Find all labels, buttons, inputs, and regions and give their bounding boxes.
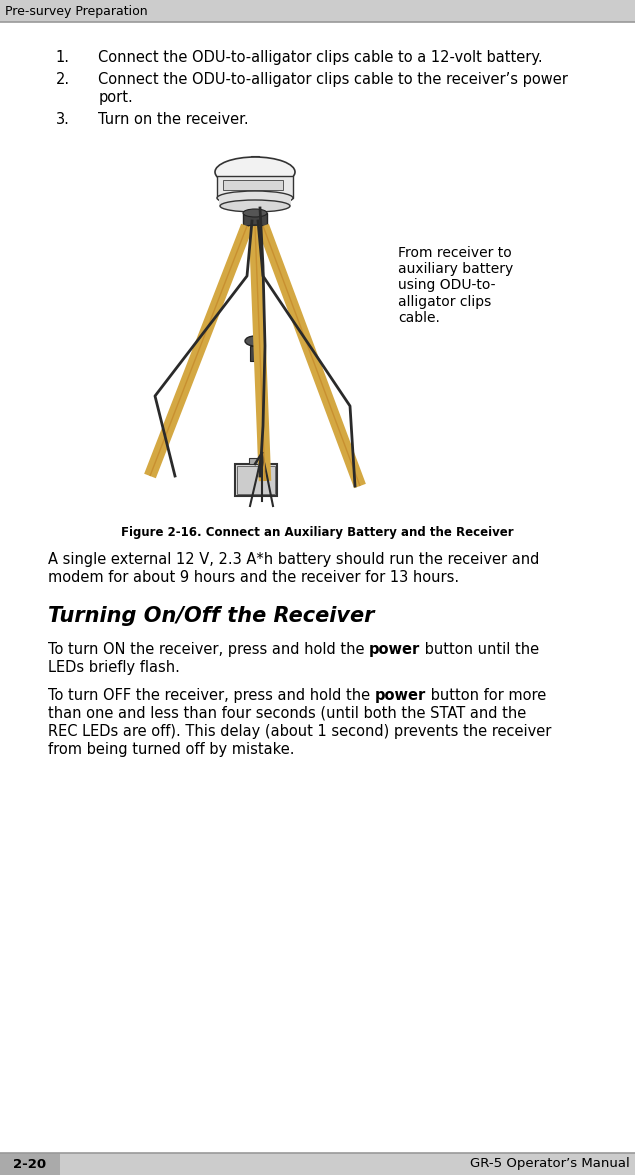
Text: To turn OFF the receiver, press and hold the: To turn OFF the receiver, press and hold… (48, 689, 375, 703)
Text: than one and less than four seconds (until both the STAT and the: than one and less than four seconds (unt… (48, 706, 526, 721)
Bar (237, 466, 275, 494)
Text: Figure 2-16. Connect an Auxiliary Battery and the Receiver: Figure 2-16. Connect an Auxiliary Batter… (121, 526, 514, 539)
Ellipse shape (243, 224, 267, 233)
Text: To turn ON the receiver, press and hold the: To turn ON the receiver, press and hold … (48, 642, 369, 657)
Ellipse shape (243, 209, 267, 217)
Text: Connect the ODU-to-alligator clips cable to a 12-volt battery.: Connect the ODU-to-alligator clips cable… (98, 51, 543, 65)
Text: From receiver to
auxiliary battery
using ODU-to-
alligator clips
cable.: From receiver to auxiliary battery using… (398, 246, 513, 324)
Bar (219, 199, 291, 206)
Text: Connect the ODU-to-alligator clips cable to the receiver’s power: Connect the ODU-to-alligator clips cable… (98, 72, 568, 87)
Ellipse shape (215, 157, 295, 187)
Text: power: power (369, 642, 420, 657)
Bar (0, 1153, 635, 1175)
Ellipse shape (210, 308, 216, 320)
Text: power: power (375, 689, 425, 703)
Bar (258, 441, 266, 454)
Ellipse shape (245, 336, 265, 345)
Bar (223, 180, 283, 190)
Text: from being turned off by mistake.: from being turned off by mistake. (48, 741, 294, 757)
Text: Pre-survey Preparation: Pre-survey Preparation (5, 5, 147, 18)
Bar (217, 176, 293, 199)
Ellipse shape (294, 311, 300, 323)
Bar (0, 0, 635, 22)
Text: Turning On/Off the Receiver: Turning On/Off the Receiver (48, 606, 374, 626)
Bar (250, 345, 260, 361)
Bar (235, 464, 277, 496)
Bar (243, 213, 267, 229)
Bar (249, 458, 261, 464)
Text: port.: port. (98, 90, 133, 105)
Bar (0, 1153, 60, 1175)
Text: REC LEDs are off). This delay (about 1 second) prevents the receiver: REC LEDs are off). This delay (about 1 s… (48, 724, 551, 739)
Text: 1.: 1. (56, 51, 70, 65)
Text: button for more: button for more (425, 689, 546, 703)
Text: A single external 12 V, 2.3 A*h battery should run the receiver and: A single external 12 V, 2.3 A*h battery … (48, 552, 539, 568)
Text: modem for about 9 hours and the receiver for 13 hours.: modem for about 9 hours and the receiver… (48, 570, 458, 585)
Ellipse shape (220, 200, 290, 212)
Text: LEDs briefly flash.: LEDs briefly flash. (48, 660, 180, 674)
Text: Turn on the receiver.: Turn on the receiver. (98, 112, 249, 127)
Text: 2-20: 2-20 (13, 1157, 46, 1170)
Bar (251, 156, 259, 162)
Text: 3.: 3. (56, 112, 69, 127)
Text: 2.: 2. (56, 72, 70, 87)
Ellipse shape (217, 192, 293, 204)
Text: GR-5 Operator’s Manual: GR-5 Operator’s Manual (471, 1157, 630, 1170)
Text: button until the: button until the (420, 642, 539, 657)
